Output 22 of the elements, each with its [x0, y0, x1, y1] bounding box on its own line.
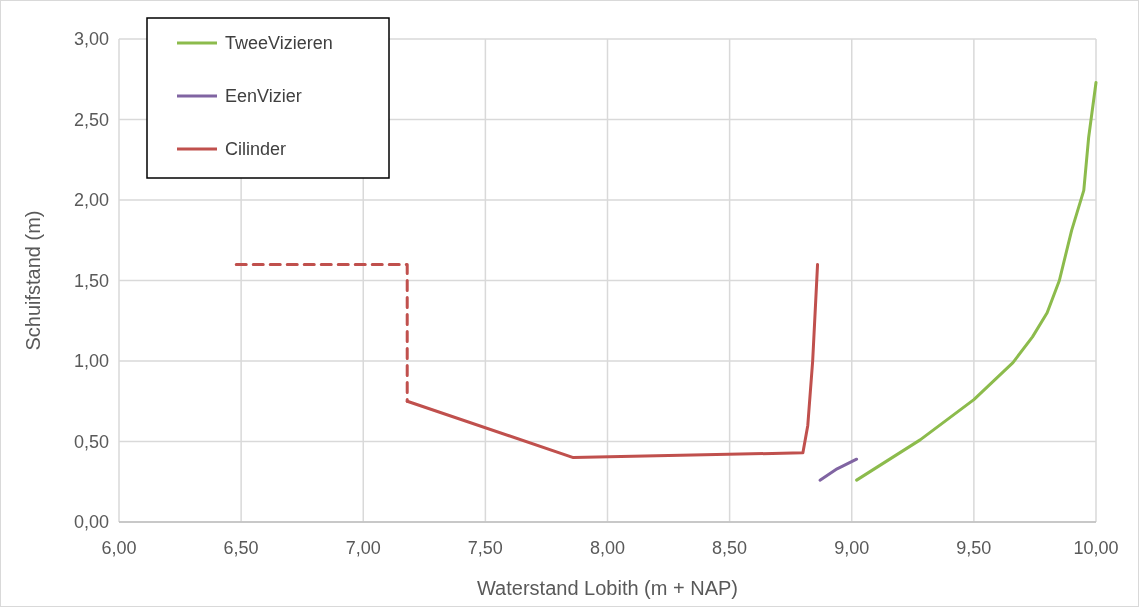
y-tick-label: 2,00 [73, 190, 109, 210]
line-series [855, 80, 1098, 482]
y-tick-label: 2,50 [73, 109, 109, 130]
x-tick-label: 9,00 [834, 538, 870, 558]
y-axis-title: Schuifstand (m) [22, 210, 44, 351]
x-tick-label: 6,00 [101, 538, 137, 558]
x-tick-label: 6,50 [223, 538, 259, 558]
y-tick-label: 3,00 [73, 29, 109, 49]
x-axis-title: Waterstand Lobith (m + NAP) [476, 577, 739, 599]
legend-label: TweeVizieren [225, 33, 333, 53]
legend-label: Cilinder [225, 139, 287, 159]
y-tick-label: 0,50 [73, 431, 109, 452]
y-tick-label: 0,00 [73, 512, 109, 532]
legend-label: EenVizier [225, 86, 302, 106]
x-tick-label: 9,50 [956, 538, 992, 558]
x-tick-label: 8,00 [589, 538, 626, 558]
x-tick-label: 7,50 [467, 538, 503, 558]
y-tick-label: 1,50 [73, 270, 109, 291]
x-tick-label: 7,00 [345, 538, 381, 558]
y-tick-label: 1,00 [73, 351, 109, 371]
x-tick-label: 10,00 [1073, 538, 1119, 558]
x-tick-label: 8,50 [712, 538, 748, 558]
